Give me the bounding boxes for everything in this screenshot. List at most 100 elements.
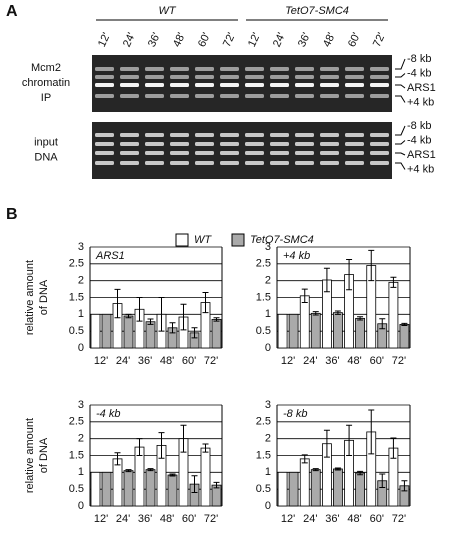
- y-tick-label: 0.5: [256, 483, 271, 495]
- bar: [200, 447, 211, 507]
- error-bar: [125, 313, 132, 319]
- gel-band: [245, 161, 264, 165]
- blot-label: chromatin: [22, 77, 70, 89]
- error-bar: [379, 318, 386, 330]
- marker-label: -4 kb: [407, 134, 431, 146]
- gel-band: [370, 75, 389, 79]
- gel-band: [320, 67, 339, 71]
- x-tick-label: 36': [325, 513, 339, 525]
- panel-label: A: [6, 3, 18, 20]
- gel-band: [245, 67, 264, 71]
- x-tick-label: 48': [347, 355, 361, 367]
- x-tick-label: 60': [370, 513, 384, 525]
- gel-band: [245, 83, 264, 87]
- gel-band: [270, 67, 289, 71]
- lane-label: 12': [96, 31, 113, 49]
- x-tick-label: 24': [303, 355, 317, 367]
- y-tick-label: 3: [78, 399, 84, 411]
- gel-band: [345, 83, 364, 87]
- gel-band: [345, 133, 364, 137]
- gel-band: [245, 142, 264, 146]
- error-bar: [147, 468, 154, 472]
- y-axis-label: relative amount: [24, 418, 36, 493]
- x-tick-label: 72': [392, 513, 406, 525]
- error-bar: [368, 249, 375, 282]
- gel-band: [345, 67, 364, 71]
- lane-label: 60': [196, 31, 213, 49]
- error-bar: [180, 303, 187, 331]
- gel-band: [245, 75, 264, 79]
- gel-band: [295, 133, 314, 137]
- y-tick-label: 1: [265, 466, 271, 478]
- y-tick-label: 0: [265, 342, 271, 354]
- bar: [90, 471, 101, 507]
- gel-band: [370, 94, 389, 98]
- gel-image: [92, 122, 392, 179]
- x-tick-label: 36': [325, 355, 339, 367]
- gel-band: [120, 133, 139, 137]
- marker-connector: [395, 152, 406, 156]
- gel-band: [270, 75, 289, 79]
- y-tick-label: 0: [78, 342, 84, 354]
- gel-band: [245, 133, 264, 137]
- bar: [167, 474, 178, 507]
- gel-band: [220, 83, 239, 87]
- gel-band: [270, 83, 289, 87]
- bar: [288, 313, 299, 349]
- gel-band: [195, 83, 214, 87]
- y-tick-label: 1: [265, 308, 271, 320]
- marker-connector: [395, 140, 406, 145]
- y-tick-label: 3: [78, 241, 84, 253]
- x-tick-label: 12': [94, 355, 108, 367]
- gel-band: [345, 94, 364, 98]
- blot-label: Mcm2: [31, 62, 61, 74]
- gel-band: [195, 142, 214, 146]
- gel-band: [220, 94, 239, 98]
- gel-band: [95, 75, 114, 79]
- gel-band: [370, 161, 389, 165]
- y-tick-label: 2.5: [256, 416, 271, 428]
- x-tick-label: 24': [303, 513, 317, 525]
- bar: [277, 313, 288, 349]
- bar: [333, 312, 343, 349]
- gel-band: [145, 161, 164, 165]
- marker-connector: [395, 84, 406, 89]
- gel-band: [195, 151, 214, 155]
- y-tick-label: 3: [265, 399, 271, 411]
- marker-label: -8 kb: [407, 53, 431, 65]
- error-bar: [147, 318, 154, 325]
- gel-band: [145, 67, 164, 71]
- error-bar: [158, 297, 165, 332]
- gel-band: [370, 67, 389, 71]
- gel-band: [295, 142, 314, 146]
- y-tick-label: 2: [265, 275, 271, 287]
- lane-label: 24': [271, 31, 288, 49]
- gel-band: [320, 133, 339, 137]
- gel-band: [170, 133, 189, 137]
- y-tick-label: 0: [265, 500, 271, 512]
- gel-band: [295, 151, 314, 155]
- marker-connector: [395, 58, 406, 70]
- bar: [399, 324, 410, 349]
- x-tick-label: 48': [160, 355, 174, 367]
- x-tick-label: 12': [281, 355, 295, 367]
- legend-swatch: [231, 233, 245, 247]
- gel-band: [295, 83, 314, 87]
- y-tick-label: 2: [78, 433, 84, 445]
- gel-band: [320, 94, 339, 98]
- y-tick-label: 0.5: [256, 325, 271, 337]
- lane-label: 72': [371, 31, 388, 49]
- gel-band: [270, 161, 289, 165]
- x-tick-label: 72': [204, 513, 218, 525]
- y-axis-label: of DNA: [38, 437, 50, 473]
- gel-band: [120, 151, 139, 155]
- x-tick-label: 12': [281, 513, 295, 525]
- gel-band: [120, 75, 139, 79]
- x-tick-label: 60': [370, 355, 384, 367]
- blot-label: DNA: [34, 151, 58, 163]
- gel-band: [245, 94, 264, 98]
- gel-band: [220, 151, 239, 155]
- error-bar: [390, 276, 397, 288]
- bar: [299, 295, 310, 349]
